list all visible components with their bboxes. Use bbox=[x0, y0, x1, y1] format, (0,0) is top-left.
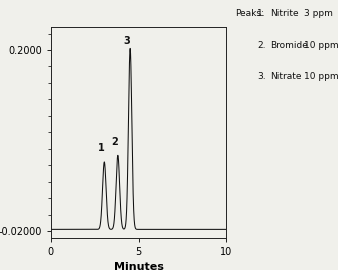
Text: 1: 1 bbox=[98, 143, 105, 153]
Text: Peaks:: Peaks: bbox=[235, 9, 264, 18]
Text: Nitrite: Nitrite bbox=[270, 9, 299, 18]
Text: 3: 3 bbox=[124, 36, 130, 46]
Text: 2: 2 bbox=[112, 137, 118, 147]
Text: Nitrate: Nitrate bbox=[270, 72, 302, 80]
X-axis label: Minutes: Minutes bbox=[114, 262, 164, 270]
Text: 3.: 3. bbox=[257, 72, 266, 80]
Text: 10 ppm: 10 ppm bbox=[304, 40, 338, 49]
Text: 1.: 1. bbox=[257, 9, 266, 18]
Text: 2.: 2. bbox=[257, 40, 265, 49]
Text: 3 ppm: 3 ppm bbox=[304, 9, 333, 18]
Text: Bromide: Bromide bbox=[270, 40, 308, 49]
Text: 10 ppm: 10 ppm bbox=[304, 72, 338, 80]
